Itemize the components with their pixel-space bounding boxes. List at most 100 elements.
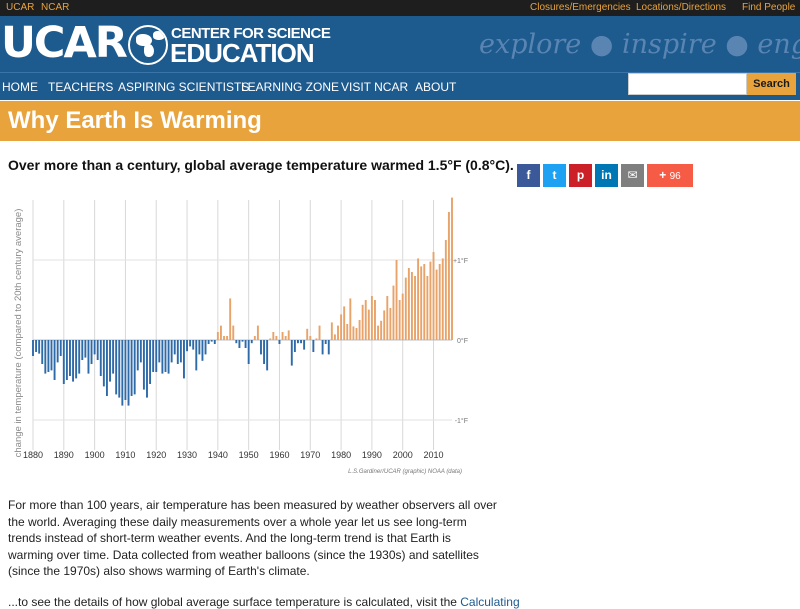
- bar: [210, 340, 213, 342]
- bar: [401, 293, 404, 340]
- bar: [235, 340, 238, 344]
- tagline: explore ● inspire ● engage: [479, 29, 800, 60]
- second-paragraph-text: ...to see the details of how global aver…: [8, 595, 461, 609]
- bar: [38, 340, 41, 354]
- bar: [44, 340, 47, 374]
- bar: [444, 240, 447, 340]
- bar: [281, 332, 284, 340]
- bar: [380, 320, 383, 340]
- x-tick-label: 1910: [115, 450, 135, 460]
- bar: [392, 285, 395, 340]
- nav-visit-ncar[interactable]: VISIT NCAR: [341, 80, 409, 94]
- nav-aspiring-scientists[interactable]: ASPIRING SCIENTISTS: [118, 80, 250, 94]
- bar: [435, 269, 438, 340]
- bar: [201, 340, 204, 361]
- facebook-icon[interactable]: f: [517, 164, 540, 187]
- page-subtitle: Over more than a century, global average…: [8, 157, 514, 173]
- bar: [173, 340, 176, 355]
- bar: [337, 325, 339, 340]
- bar: [142, 340, 145, 390]
- bar: [149, 340, 152, 384]
- twitter-icon[interactable]: t: [543, 164, 566, 187]
- nav-learning-zone[interactable]: LEARNING ZONE: [241, 80, 340, 94]
- calculating-link[interactable]: Calculating: [460, 595, 520, 609]
- bar: [226, 336, 229, 340]
- bar: [170, 340, 173, 363]
- bar: [386, 296, 389, 340]
- topbar-link-locations[interactable]: Locations/Directions: [636, 2, 727, 13]
- bar: [121, 340, 124, 406]
- main-nav: HOME TEACHERS ASPIRING SCIENTISTS LEARNI…: [0, 72, 800, 100]
- topbar-link-find-people[interactable]: Find People: [742, 2, 796, 13]
- bar: [186, 340, 188, 352]
- bar: [90, 340, 93, 364]
- pinterest-icon[interactable]: p: [569, 164, 592, 187]
- bar: [389, 308, 392, 340]
- bar: [124, 340, 127, 400]
- bar: [253, 336, 256, 340]
- bar: [241, 340, 244, 342]
- search-input[interactable]: [628, 73, 747, 95]
- more-share-button[interactable]: + 96: [647, 164, 693, 187]
- bar: [269, 338, 272, 340]
- topbar-link-ncar[interactable]: NCAR: [41, 2, 70, 13]
- bar: [383, 310, 386, 340]
- bar: [374, 300, 376, 340]
- bar: [41, 340, 44, 364]
- topbar-link-ucar[interactable]: UCAR: [6, 2, 35, 13]
- ucar-logo-text[interactable]: UCAR: [1, 18, 128, 68]
- bar: [398, 300, 401, 340]
- bar: [229, 298, 232, 340]
- bar: [312, 340, 315, 352]
- bar: [102, 340, 105, 387]
- bar: [451, 197, 453, 340]
- bar: [161, 340, 164, 374]
- bar: [284, 336, 287, 340]
- bar: [56, 340, 59, 363]
- bar: [198, 340, 201, 355]
- bar: [62, 340, 65, 384]
- nav-home[interactable]: HOME: [2, 80, 38, 94]
- bar: [275, 336, 278, 340]
- bar: [139, 340, 142, 363]
- bar: [195, 340, 198, 371]
- bar: [247, 340, 250, 364]
- globe-icon: [128, 25, 168, 65]
- bar: [53, 340, 56, 380]
- bar: [315, 338, 318, 340]
- bar: [321, 340, 324, 355]
- bar: [377, 325, 380, 340]
- x-tick-label: 1970: [300, 450, 320, 460]
- nav-teachers[interactable]: TEACHERS: [48, 80, 114, 94]
- nav-about[interactable]: ABOUT: [415, 80, 457, 94]
- email-icon[interactable]: ✉: [621, 164, 644, 187]
- bar: [50, 340, 53, 371]
- logo-line-education: EDUCATION: [170, 38, 315, 68]
- bar: [158, 340, 161, 363]
- bar: [260, 340, 262, 355]
- bar: [414, 276, 416, 340]
- bar: [333, 334, 336, 340]
- bar: [207, 340, 210, 344]
- bar: [266, 340, 269, 371]
- topbar-link-closures[interactable]: Closures/Emergencies: [530, 2, 631, 13]
- bar: [164, 340, 167, 372]
- bar: [361, 304, 364, 340]
- second-paragraph: ...to see the details of how global aver…: [8, 595, 520, 609]
- search-button[interactable]: Search: [747, 73, 796, 95]
- bar: [109, 340, 111, 382]
- linkedin-icon[interactable]: in: [595, 164, 618, 187]
- bar: [99, 340, 102, 376]
- y-tick-label: +1°F: [453, 257, 468, 265]
- x-tick-label: 1890: [54, 450, 74, 460]
- bar: [96, 340, 99, 360]
- bar: [287, 330, 290, 340]
- bar: [189, 340, 192, 347]
- bar: [69, 340, 71, 376]
- bar: [146, 340, 148, 398]
- bar: [327, 340, 330, 355]
- bar: [410, 272, 413, 340]
- bar: [447, 212, 450, 340]
- bar: [78, 340, 81, 374]
- bar: [75, 340, 78, 379]
